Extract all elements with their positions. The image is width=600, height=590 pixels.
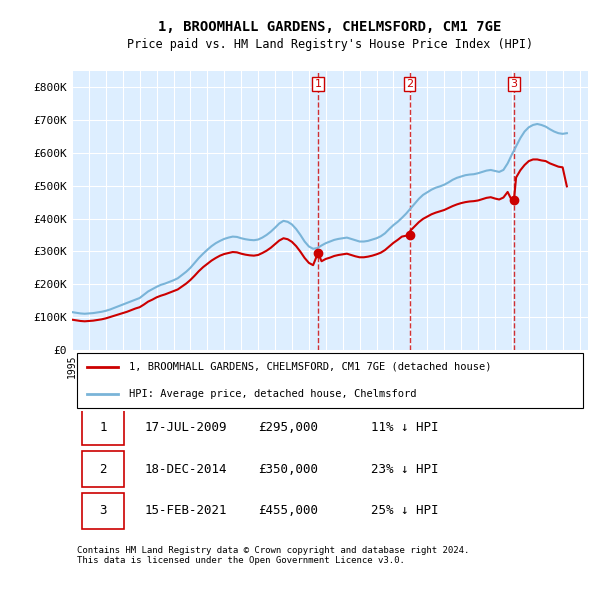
Text: £455,000: £455,000 [258,504,318,517]
Text: HPI: Average price, detached house, Chelmsford: HPI: Average price, detached house, Chel… [129,389,416,399]
Text: 2: 2 [99,463,107,476]
Text: Price paid vs. HM Land Registry's House Price Index (HPI): Price paid vs. HM Land Registry's House … [127,38,533,51]
Text: 1: 1 [99,421,107,434]
Text: 3: 3 [511,79,517,89]
FancyBboxPatch shape [82,451,124,487]
Text: 11% ↓ HPI: 11% ↓ HPI [371,421,439,434]
Text: 15-FEB-2021: 15-FEB-2021 [144,504,227,517]
Text: £295,000: £295,000 [258,421,318,434]
FancyBboxPatch shape [82,409,124,445]
Text: 23% ↓ HPI: 23% ↓ HPI [371,463,439,476]
Text: Contains HM Land Registry data © Crown copyright and database right 2024.
This d: Contains HM Land Registry data © Crown c… [77,546,470,565]
FancyBboxPatch shape [82,493,124,529]
Text: £350,000: £350,000 [258,463,318,476]
Text: 1: 1 [314,79,322,89]
Text: 25% ↓ HPI: 25% ↓ HPI [371,504,439,517]
Text: 17-JUL-2009: 17-JUL-2009 [144,421,227,434]
Text: 2: 2 [406,79,413,89]
Text: 1, BROOMHALL GARDENS, CHELMSFORD, CM1 7GE: 1, BROOMHALL GARDENS, CHELMSFORD, CM1 7G… [158,19,502,34]
Text: 18-DEC-2014: 18-DEC-2014 [144,463,227,476]
FancyBboxPatch shape [77,353,583,408]
Text: 3: 3 [99,504,107,517]
Text: 1, BROOMHALL GARDENS, CHELMSFORD, CM1 7GE (detached house): 1, BROOMHALL GARDENS, CHELMSFORD, CM1 7G… [129,362,491,372]
